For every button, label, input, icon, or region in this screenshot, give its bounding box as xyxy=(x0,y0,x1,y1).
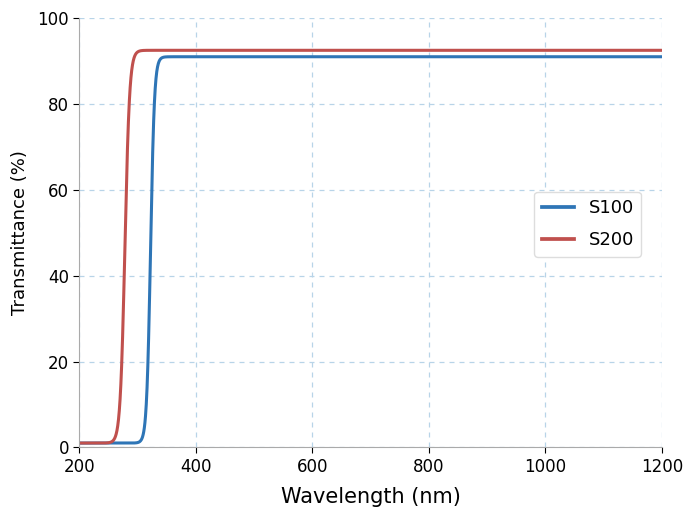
Legend: S100, S200: S100, S200 xyxy=(534,192,641,256)
S200 xyxy=(206,47,214,53)
S100 xyxy=(584,54,592,60)
S200 xyxy=(176,47,185,53)
S100 xyxy=(176,54,185,60)
Y-axis label: Transmittance (%): Transmittance (%) xyxy=(11,150,29,315)
S100 xyxy=(646,54,654,60)
S200 xyxy=(658,47,666,53)
S100 xyxy=(658,54,666,60)
S200 xyxy=(76,440,84,446)
Line: S100: S100 xyxy=(80,57,662,443)
S200 xyxy=(324,47,332,53)
Line: S200: S200 xyxy=(80,50,662,443)
S200 xyxy=(299,47,307,53)
S200 xyxy=(584,47,592,53)
S200 xyxy=(142,47,150,53)
X-axis label: Wavelength (nm): Wavelength (nm) xyxy=(280,487,461,507)
S100 xyxy=(218,54,226,60)
S100 xyxy=(142,408,150,414)
S100 xyxy=(76,440,84,446)
S200 xyxy=(646,47,654,53)
S100 xyxy=(299,54,307,60)
S100 xyxy=(324,54,332,60)
